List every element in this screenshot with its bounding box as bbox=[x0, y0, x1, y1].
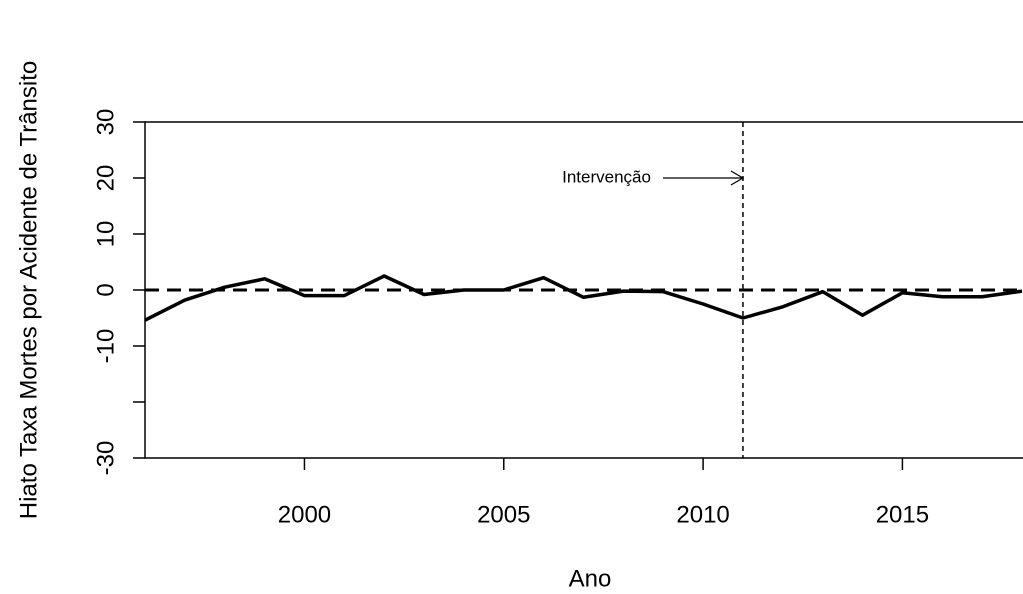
y-tick-label: -30 bbox=[92, 441, 119, 476]
series-line bbox=[144, 274, 1023, 322]
annotation-arrowhead bbox=[730, 170, 745, 186]
x-tick-label: 2010 bbox=[676, 501, 729, 528]
x-tick-label: 2005 bbox=[477, 501, 530, 528]
y-axis-title: Hiato Taxa Mortes por Acidente de Trânsi… bbox=[15, 61, 42, 519]
x-tick-label: 2000 bbox=[278, 501, 331, 528]
y-tick-label: 20 bbox=[92, 165, 119, 192]
x-tick-label: 2015 bbox=[876, 501, 929, 528]
annotation-text: Intervenção bbox=[562, 167, 651, 186]
x-axis-title: Ano bbox=[569, 565, 612, 592]
y-tick-label: 10 bbox=[92, 221, 119, 248]
y-tick-label: 30 bbox=[92, 109, 119, 136]
y-tick-label: 0 bbox=[92, 283, 119, 296]
y-tick-label: -10 bbox=[92, 329, 119, 364]
